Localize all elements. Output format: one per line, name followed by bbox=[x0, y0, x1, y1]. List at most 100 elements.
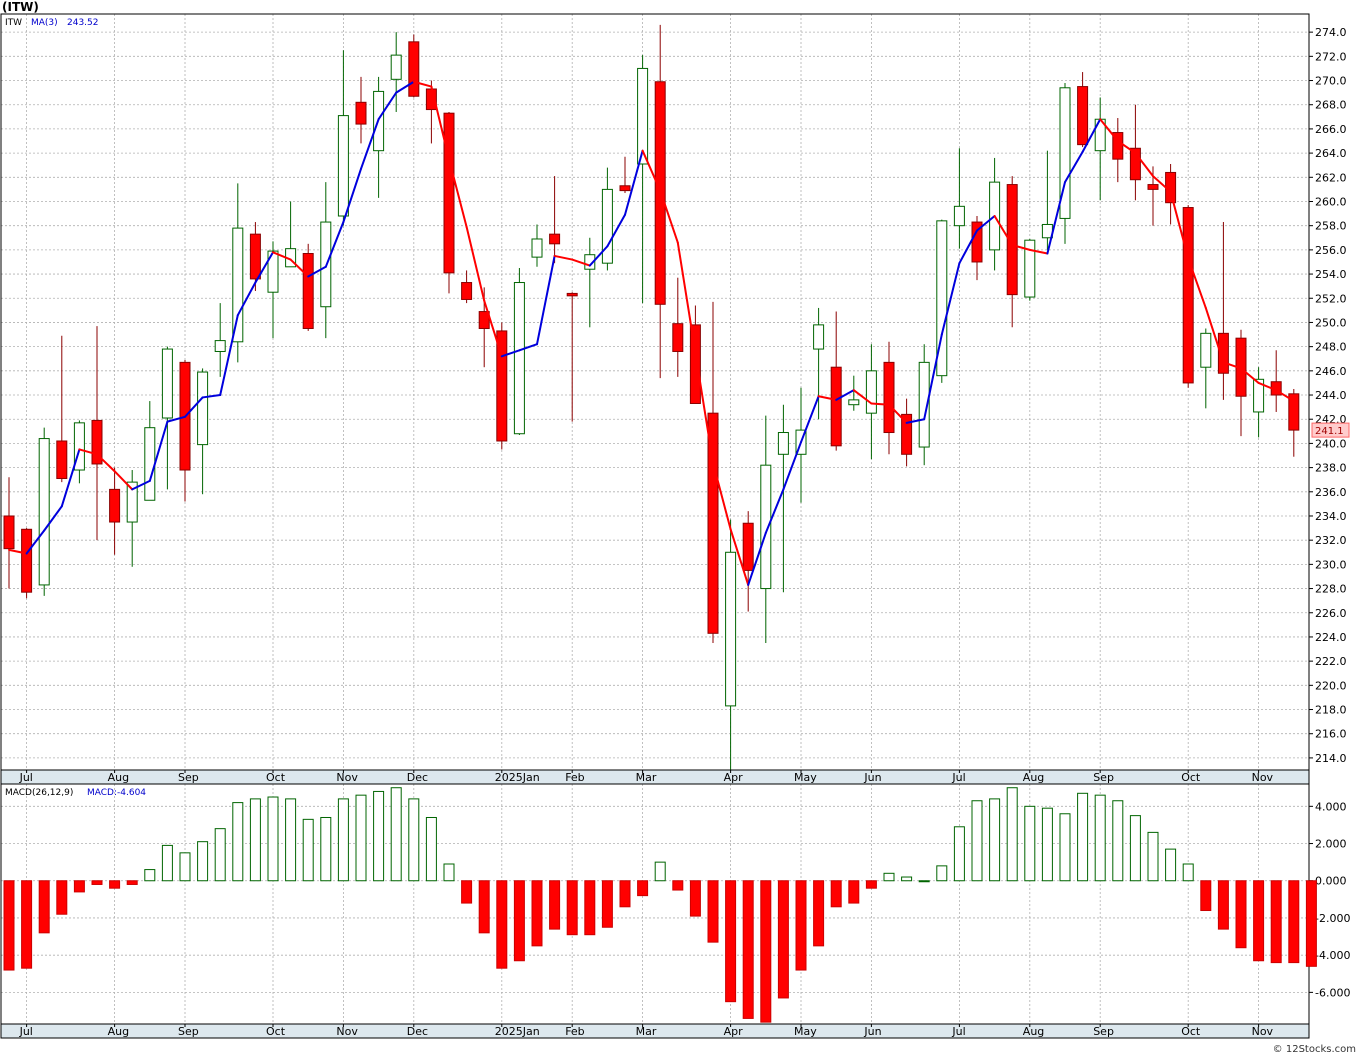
candle-up bbox=[777, 404, 789, 593]
candle-down bbox=[619, 156, 631, 194]
macd-bar-negative bbox=[531, 880, 543, 947]
price-tick-label: 272.0 bbox=[1315, 50, 1347, 63]
ma-segment bbox=[289, 258, 310, 278]
candle-body bbox=[3, 515, 15, 550]
ma-segment bbox=[1099, 118, 1119, 143]
ma-segment bbox=[1152, 175, 1172, 193]
macd-bar-positive bbox=[355, 794, 367, 882]
macd-y-axis: 4.000 2.000 0.000 -2.000 -4.000 -6.000 bbox=[1309, 800, 1350, 999]
candle-body bbox=[830, 366, 842, 447]
month-label-bottom: 2025Jan bbox=[495, 1025, 540, 1038]
ma-line bbox=[8, 80, 1295, 586]
ma-segment bbox=[1169, 190, 1190, 260]
ma-segment bbox=[571, 258, 591, 267]
ma-segment bbox=[448, 158, 468, 228]
candle-body bbox=[73, 422, 85, 471]
month-label-bottom: Aug bbox=[108, 1025, 129, 1038]
macd-bar-positive bbox=[320, 816, 332, 882]
candle-up bbox=[936, 219, 948, 383]
month-label-bottom: Jul bbox=[19, 1025, 33, 1038]
ma-segment bbox=[25, 529, 46, 555]
candle-down bbox=[1182, 205, 1194, 388]
candle-down bbox=[1006, 176, 1018, 328]
price-tick-label: 254.0 bbox=[1315, 268, 1347, 281]
candle-body bbox=[936, 220, 948, 377]
candle-up bbox=[197, 368, 209, 495]
candle-body bbox=[566, 292, 578, 297]
candle-body bbox=[637, 67, 649, 165]
candle-body bbox=[249, 233, 261, 280]
macd-bar-positive bbox=[883, 872, 895, 882]
macd-bar-positive bbox=[443, 863, 455, 882]
candle-down bbox=[249, 222, 261, 291]
candle-body bbox=[478, 311, 490, 329]
ma-segment bbox=[870, 402, 890, 406]
macd-bar-positive bbox=[1129, 815, 1141, 882]
macd-bar-negative bbox=[619, 880, 631, 908]
macd-bar-negative bbox=[1235, 880, 1247, 949]
price-y-axis: 214.0 216.0 218.0 220.0 222.0 224.0 226.0 228.0… bbox=[1309, 26, 1347, 765]
candle-body bbox=[21, 528, 33, 593]
macd-bar-negative bbox=[848, 880, 860, 904]
macd-bar-positive bbox=[408, 798, 420, 882]
candle-up bbox=[531, 224, 543, 267]
candle-up bbox=[38, 427, 50, 596]
macd-tick-label: 4.000 bbox=[1315, 800, 1347, 813]
ma-segment bbox=[976, 215, 996, 232]
macd-bar-positive bbox=[901, 876, 913, 882]
candle-body bbox=[848, 399, 860, 406]
month-label-bottom: Mar bbox=[636, 1025, 657, 1038]
price-tick-label: 224.0 bbox=[1315, 631, 1347, 644]
candle-down bbox=[672, 277, 684, 377]
ma-segment bbox=[888, 403, 908, 424]
macd-bar-positive bbox=[1112, 800, 1124, 882]
candle-body bbox=[461, 282, 473, 300]
legend-ma-value: 243.52 bbox=[67, 18, 99, 28]
month-label-top: Nov bbox=[336, 771, 358, 784]
month-label-top: May bbox=[794, 771, 817, 784]
legend-ticker: ITW bbox=[5, 18, 22, 28]
macd-bar-negative bbox=[91, 880, 103, 885]
price-tick-label: 266.0 bbox=[1315, 123, 1347, 136]
ma-segment bbox=[43, 505, 63, 532]
macd-bar-positive bbox=[918, 880, 930, 883]
macd-bar-negative bbox=[21, 880, 33, 969]
candle-body bbox=[1147, 184, 1159, 190]
candle-body bbox=[883, 361, 895, 434]
candle-down bbox=[443, 111, 455, 294]
month-label-bottom: Apr bbox=[724, 1025, 744, 1038]
legend-ma-label: MA(3) bbox=[31, 18, 58, 28]
ma-segment bbox=[307, 265, 327, 278]
price-tick-label: 258.0 bbox=[1315, 220, 1347, 233]
ma-segment bbox=[96, 453, 116, 473]
candle-body bbox=[1253, 378, 1265, 413]
price-tick-label: 228.0 bbox=[1315, 583, 1347, 596]
candle-down bbox=[408, 34, 420, 98]
ma-segment bbox=[8, 548, 28, 555]
month-label-top: Apr bbox=[724, 771, 744, 784]
month-label-top: Oct bbox=[266, 771, 286, 784]
candle-body bbox=[161, 348, 173, 419]
candle-body bbox=[971, 221, 983, 263]
candle-up bbox=[214, 303, 226, 377]
candle-up bbox=[1059, 82, 1071, 244]
ma-segment bbox=[1046, 181, 1066, 255]
macd-bar-positive bbox=[1077, 792, 1089, 882]
candle-body bbox=[302, 253, 314, 329]
candle-down bbox=[3, 477, 15, 589]
ma-segment bbox=[606, 213, 626, 248]
candle-body bbox=[214, 340, 226, 352]
ma-segment bbox=[342, 167, 362, 224]
ma-segment bbox=[148, 420, 169, 482]
macd-bar-positive bbox=[971, 800, 983, 882]
macd-bar-negative bbox=[73, 880, 85, 893]
candle-up bbox=[161, 346, 173, 490]
candle-down bbox=[1217, 222, 1229, 400]
month-label-bottom: Feb bbox=[565, 1025, 584, 1038]
macd-bar-negative bbox=[795, 880, 807, 971]
month-label-top: Jun bbox=[863, 771, 881, 784]
candle-body bbox=[197, 371, 209, 446]
candle-body bbox=[1182, 207, 1194, 384]
candle-down bbox=[830, 311, 842, 451]
candle-body bbox=[1200, 332, 1212, 368]
